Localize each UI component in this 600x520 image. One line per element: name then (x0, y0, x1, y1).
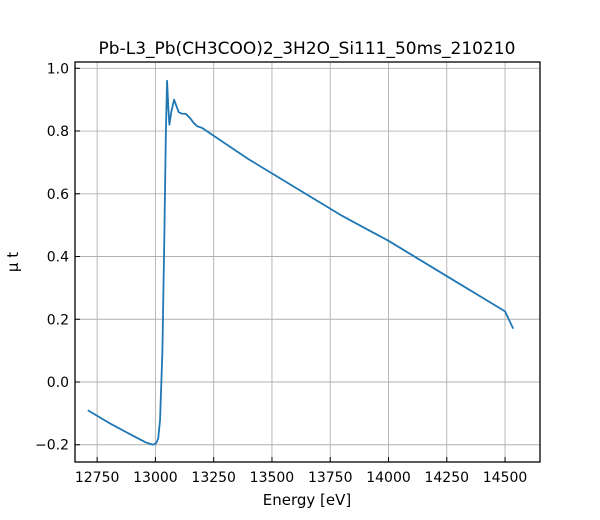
y-tick-label: 0.8 (47, 124, 69, 140)
x-tick-label: 13000 (133, 470, 178, 486)
x-tick-label: 13750 (308, 470, 353, 486)
x-tick-label: 13250 (191, 470, 236, 486)
y-tick-label: −0.2 (35, 438, 69, 454)
plot-frame (74, 61, 541, 463)
x-tick-label: 14250 (424, 470, 469, 486)
y-tick-label: 0.6 (47, 187, 69, 203)
x-tick-label: 14500 (483, 470, 528, 486)
grid (75, 62, 540, 462)
x-axis-label: Energy [eV] (263, 491, 351, 509)
y-tick-label: 0.0 (47, 375, 69, 391)
y-axis-label: μ t (4, 252, 22, 272)
y-tick-label: 1.0 (47, 61, 69, 77)
x-tick-label: 14000 (366, 470, 411, 486)
x-tick-label: 12750 (75, 470, 120, 486)
ticks: 12750 13000 13250 13500 13750 14000 14250 14500… (35, 61, 527, 486)
y-tick-label: 0.2 (47, 312, 69, 328)
x-tick-label: 13500 (250, 470, 295, 486)
series-line (87, 79, 515, 446)
chart-title: Pb-L3_Pb(CH3COO)2_3H2O_Si111_50ms_210210 (99, 39, 516, 59)
series-layer (87, 79, 515, 446)
y-tick-label: 0.4 (47, 250, 69, 266)
